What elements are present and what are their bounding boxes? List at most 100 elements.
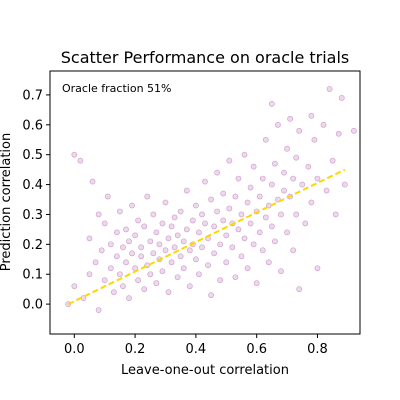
scatter-point bbox=[196, 229, 202, 236]
scatter-point bbox=[101, 220, 108, 227]
y-tick-label: 0.5 bbox=[22, 148, 43, 163]
scatter-point bbox=[199, 211, 205, 218]
scatter-point bbox=[150, 211, 157, 218]
scatter-point bbox=[214, 169, 221, 176]
scatter-point bbox=[244, 199, 251, 206]
scatter-point bbox=[192, 256, 199, 263]
scatter-point bbox=[268, 100, 275, 107]
y-tick-label: 0.6 bbox=[22, 118, 43, 133]
scatter-point bbox=[171, 214, 178, 221]
scatter-point bbox=[232, 274, 239, 281]
scatter-point bbox=[238, 253, 245, 260]
scatter-point bbox=[211, 250, 218, 257]
scatter-point bbox=[262, 214, 269, 221]
scatter-point bbox=[278, 268, 284, 275]
scatter-point bbox=[302, 220, 309, 227]
scatter-point bbox=[351, 127, 357, 134]
x-tick-label: 0.8 bbox=[307, 342, 328, 357]
scatter-point bbox=[293, 154, 300, 161]
scatter-point bbox=[107, 241, 114, 248]
scatter-point bbox=[86, 235, 93, 242]
scatter-point bbox=[147, 271, 154, 278]
scatter-point bbox=[208, 292, 214, 299]
scatter-point bbox=[183, 226, 190, 233]
scatter-point bbox=[98, 247, 105, 254]
scatter-point bbox=[168, 223, 175, 230]
scatter-point bbox=[235, 226, 242, 233]
y-tick-label: 0.7 bbox=[22, 88, 43, 103]
scatter-point bbox=[308, 199, 315, 206]
scatter-point bbox=[177, 253, 184, 260]
scatter-point bbox=[247, 184, 254, 191]
x-tick-label: 0.0 bbox=[64, 342, 85, 357]
plot-frame bbox=[49, 70, 361, 335]
scatter-point bbox=[138, 244, 145, 251]
scatter-point bbox=[159, 268, 166, 275]
y-axis-label: Prediction correlation bbox=[0, 133, 14, 271]
scatter-point bbox=[110, 289, 117, 296]
scatter-point bbox=[296, 127, 303, 134]
scatter-point bbox=[241, 235, 248, 242]
scatter-point bbox=[123, 226, 129, 233]
scatter-point bbox=[290, 247, 297, 254]
scatter-point bbox=[171, 244, 178, 251]
scatter-point bbox=[192, 202, 199, 209]
scatter-point bbox=[314, 175, 321, 182]
scatter-point bbox=[71, 151, 78, 158]
x-tick-label: 0.2 bbox=[125, 342, 146, 357]
scatter-point bbox=[89, 178, 96, 185]
scatter-point bbox=[323, 187, 330, 194]
scatter-point bbox=[284, 229, 290, 236]
y-tick-label: 0.1 bbox=[22, 268, 43, 283]
x-axis-ticks: 0.0 0.2 0.4 0.6 0.8 bbox=[64, 334, 328, 357]
scatter-point bbox=[335, 130, 342, 137]
scatter-point bbox=[256, 193, 263, 200]
scatter-point bbox=[135, 217, 142, 224]
scatter-point bbox=[117, 208, 123, 215]
scatter-point bbox=[129, 250, 135, 257]
y-tick-label: 0.3 bbox=[22, 208, 43, 223]
scatter-point bbox=[278, 211, 284, 218]
scatter-point bbox=[329, 157, 336, 164]
scatter-point bbox=[144, 193, 151, 200]
scatter-point bbox=[183, 187, 190, 194]
scatter-point bbox=[229, 244, 236, 251]
y-tick-label: 0.0 bbox=[22, 298, 43, 313]
scatter-point bbox=[265, 259, 272, 266]
scatter-point bbox=[259, 247, 266, 254]
scatter-point bbox=[217, 277, 224, 284]
scatter-point bbox=[104, 193, 111, 200]
scatter-point bbox=[95, 307, 102, 313]
scatter-point bbox=[101, 277, 108, 284]
scatter-point bbox=[92, 259, 99, 266]
scatter-point bbox=[126, 295, 132, 302]
scatter-point bbox=[290, 175, 297, 182]
scatter-point bbox=[186, 247, 193, 254]
scatter-point bbox=[199, 244, 205, 251]
scatter-point bbox=[180, 238, 187, 245]
scatter-point bbox=[153, 280, 160, 287]
scatter-point bbox=[177, 208, 184, 215]
scatter-point bbox=[250, 241, 257, 248]
fit-line-layer bbox=[67, 168, 346, 306]
scatter-point bbox=[147, 238, 154, 245]
scatter-point bbox=[141, 223, 148, 230]
scatter-point bbox=[220, 190, 227, 197]
scatter-point bbox=[107, 265, 114, 272]
scatter-point bbox=[159, 220, 166, 227]
scatter-point bbox=[226, 157, 233, 164]
scatter-point bbox=[132, 232, 138, 239]
scatter-point bbox=[250, 163, 257, 170]
scatter-point bbox=[311, 136, 318, 143]
fit-line bbox=[67, 168, 346, 306]
scatter-point bbox=[174, 232, 181, 239]
scatter-point bbox=[308, 112, 315, 119]
scatter-point bbox=[220, 217, 227, 224]
scatter-point bbox=[71, 283, 78, 290]
scatter-point bbox=[117, 271, 123, 278]
scatter-point bbox=[208, 196, 214, 203]
scatter-point bbox=[272, 160, 278, 167]
scatter-point bbox=[162, 247, 169, 254]
scatter-point bbox=[223, 259, 230, 266]
